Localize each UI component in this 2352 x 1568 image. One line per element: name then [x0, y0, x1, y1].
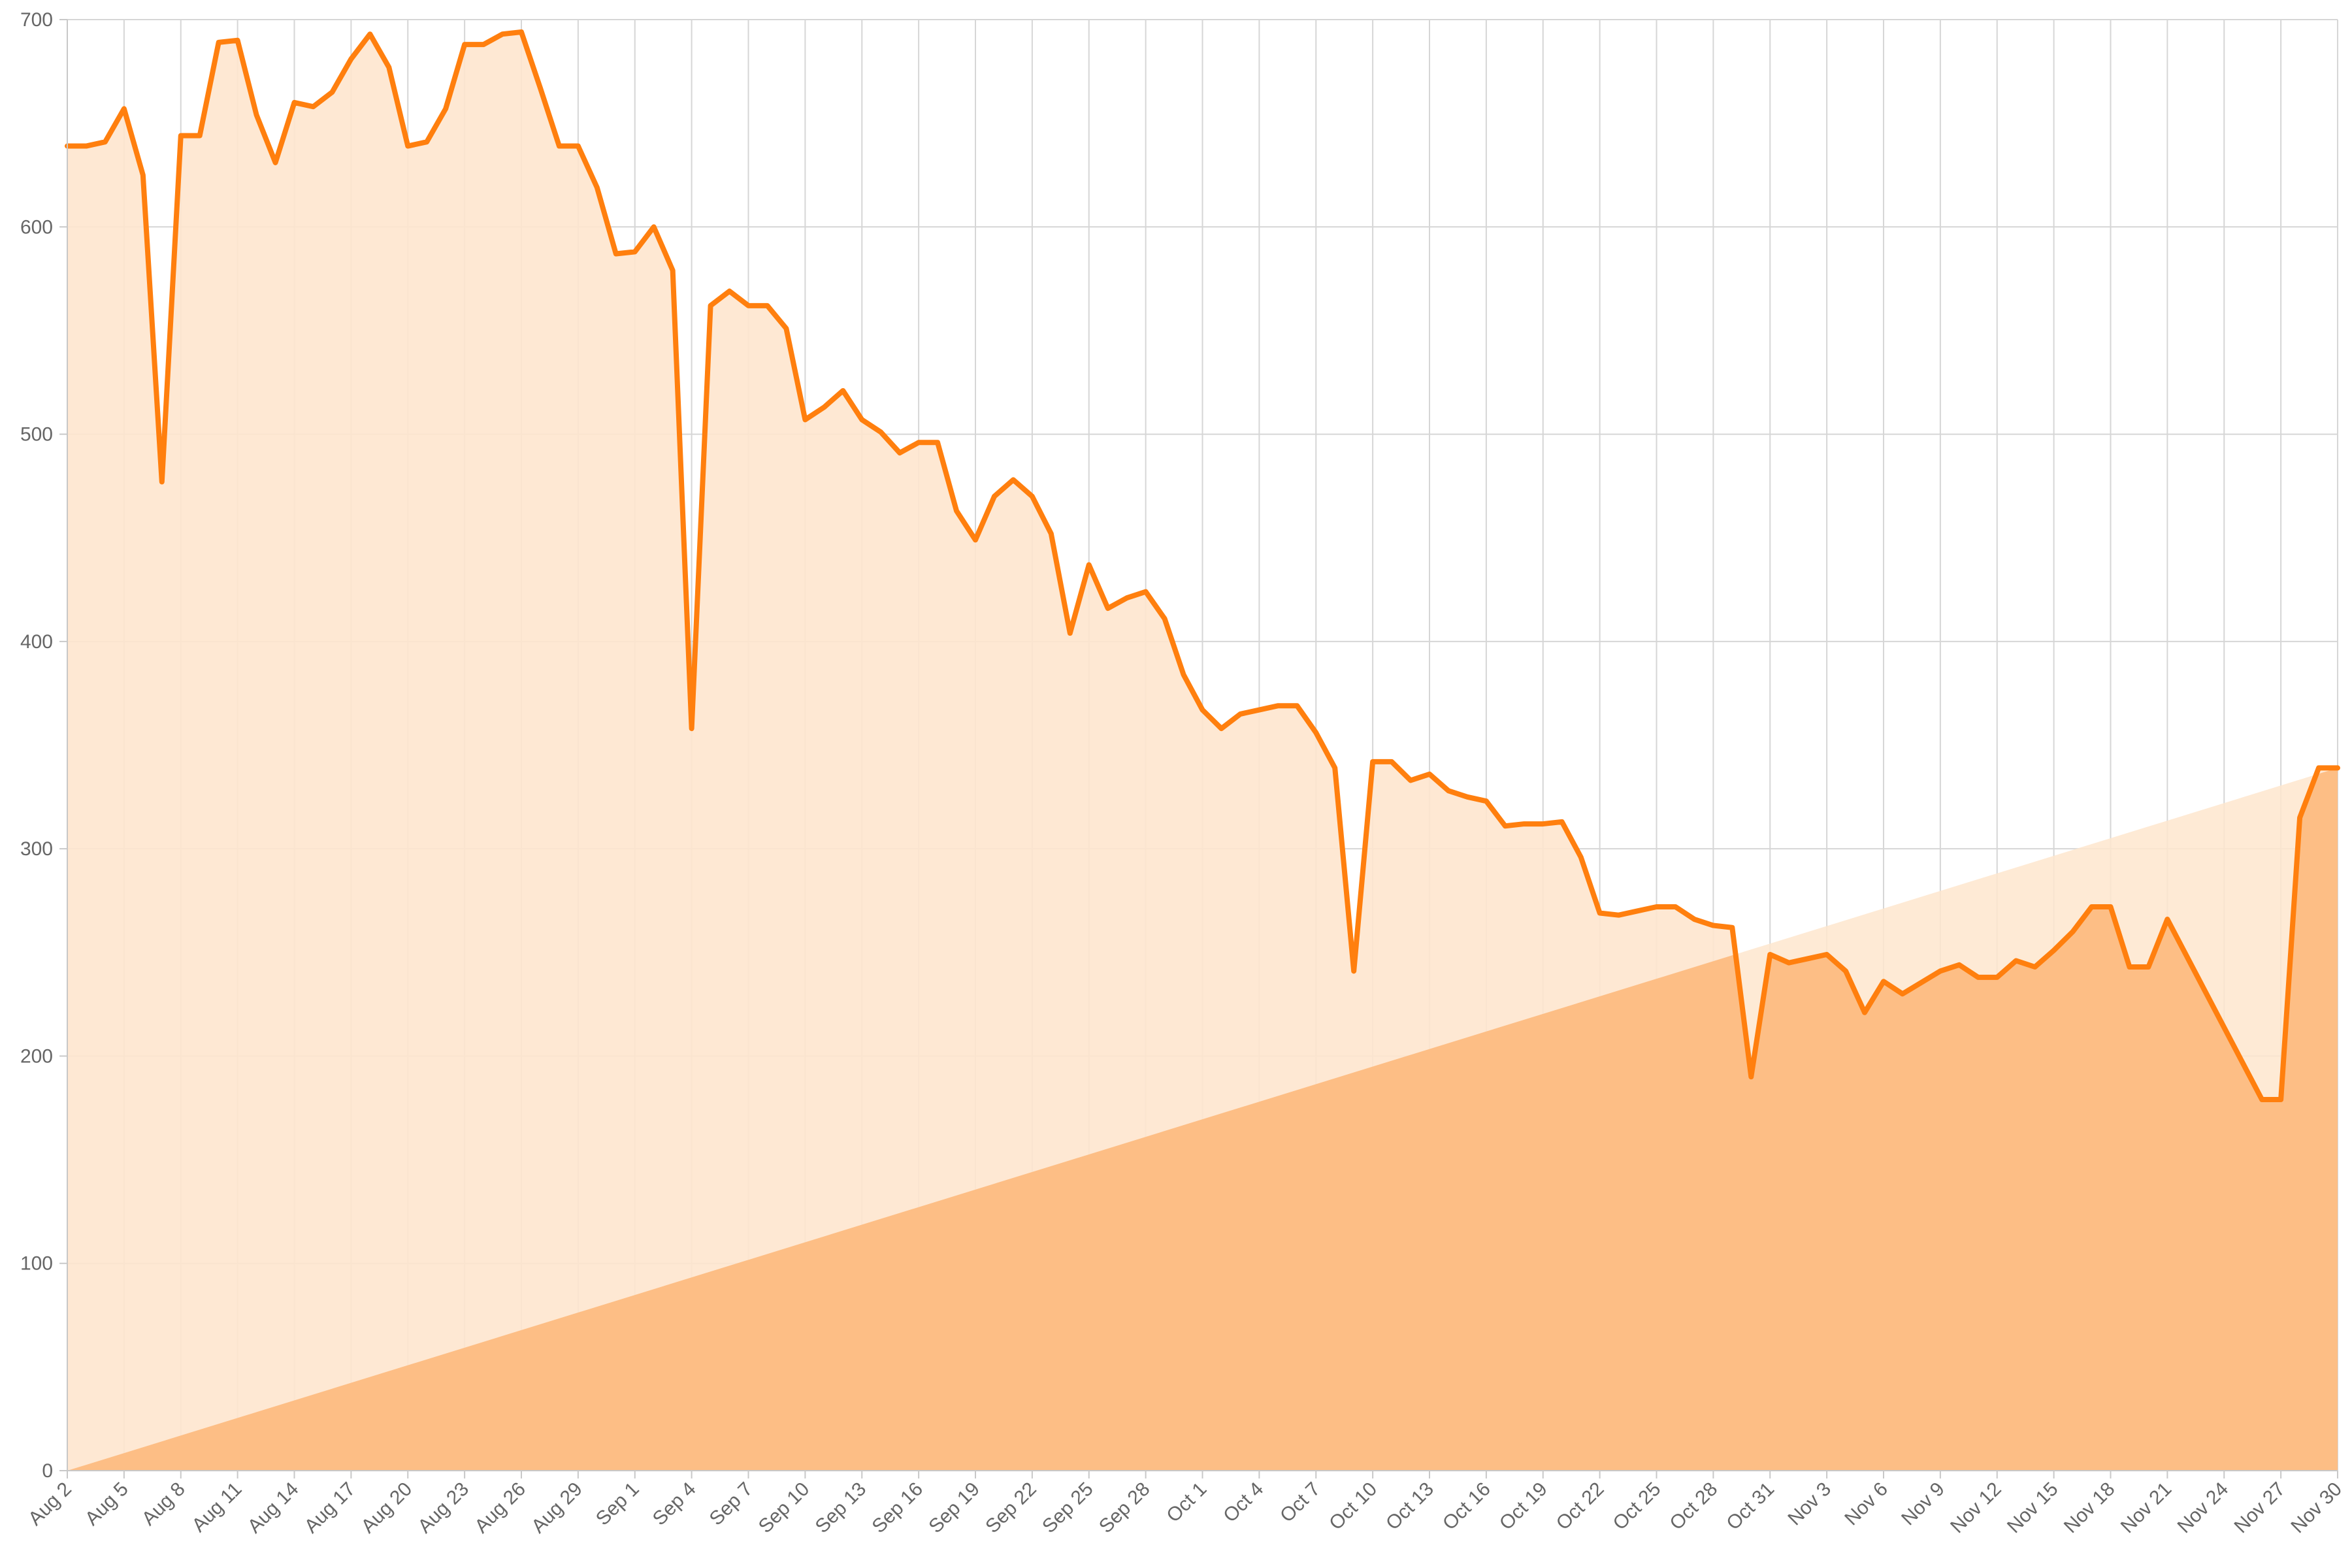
x-tick-label: Oct 10 [1325, 1478, 1381, 1535]
y-tick-label: 0 [42, 1460, 53, 1482]
y-tick-label: 500 [20, 424, 53, 446]
x-tick-label: Nov 12 [1946, 1478, 2006, 1538]
x-tick-label: Oct 16 [1439, 1478, 1495, 1535]
x-tick-label: Nov 30 [2287, 1478, 2346, 1538]
series-1-line [65, 29, 2340, 1103]
x-tick-label: Nov 15 [2003, 1478, 2063, 1538]
x-tick-label: Nov 21 [2117, 1478, 2176, 1538]
x-tick-label: Sep 1 [592, 1478, 644, 1530]
x-tick-label: Aug 23 [414, 1478, 473, 1538]
x-tick-label: Aug 2 [24, 1478, 76, 1530]
x-tick-label: Nov 3 [1784, 1478, 1835, 1530]
x-tick-label: Aug 29 [527, 1478, 587, 1538]
x-tick-label: Oct 1 [1162, 1478, 1211, 1527]
x-tick-label: Nov 18 [2060, 1478, 2119, 1538]
y-axis-ticks: 0 100 200 300 400 500 600 700 [20, 9, 67, 1482]
x-tick-label: Nov 27 [2230, 1478, 2290, 1538]
x-tick-label: Sep 28 [1095, 1478, 1154, 1538]
y-tick-label: 200 [20, 1045, 53, 1067]
x-tick-label: Aug 5 [81, 1478, 133, 1530]
x-tick-label: Sep 19 [924, 1478, 984, 1538]
x-tick-label: Aug 20 [357, 1478, 417, 1538]
x-tick-label: Nov 24 [2174, 1478, 2233, 1538]
y-tick-label: 600 [20, 216, 53, 238]
x-tick-label: Oct 19 [1495, 1478, 1552, 1535]
x-tick-label: Nov 6 [1840, 1478, 1892, 1530]
x-tick-label: Sep 13 [811, 1478, 871, 1538]
x-tick-label: Oct 22 [1552, 1478, 1609, 1535]
y-tick-label: 100 [20, 1253, 53, 1275]
x-tick-label: Sep 25 [1038, 1478, 1098, 1538]
x-tick-label: Aug 14 [244, 1478, 303, 1538]
x-tick-label: Aug 17 [301, 1478, 360, 1538]
x-tick-label: Oct 4 [1219, 1478, 1267, 1527]
y-tick-label: 400 [20, 631, 53, 653]
x-tick-label: Oct 7 [1276, 1478, 1324, 1527]
x-tick-label: Sep 4 [649, 1478, 700, 1530]
x-tick-label: Aug 8 [138, 1478, 189, 1530]
area-fills [67, 32, 2338, 1471]
series-lines [65, 29, 2340, 1103]
x-tick-label: Oct 31 [1722, 1478, 1778, 1535]
x-tick-label: Aug 11 [188, 1478, 246, 1537]
x-tick-label: Nov 9 [1897, 1478, 1949, 1530]
x-tick-label: Sep 10 [755, 1478, 814, 1538]
x-tick-label: Sep 7 [706, 1478, 757, 1530]
x-tick-label: Aug 26 [470, 1478, 530, 1538]
x-tick-label: Oct 13 [1382, 1478, 1438, 1535]
x-tick-label: Oct 25 [1609, 1478, 1665, 1535]
y-tick-label: 300 [20, 838, 53, 860]
x-tick-label: Sep 16 [868, 1478, 927, 1538]
x-tick-label: Sep 22 [981, 1478, 1041, 1538]
x-tick-label: Oct 28 [1665, 1478, 1722, 1535]
y-tick-label: 700 [20, 9, 53, 31]
